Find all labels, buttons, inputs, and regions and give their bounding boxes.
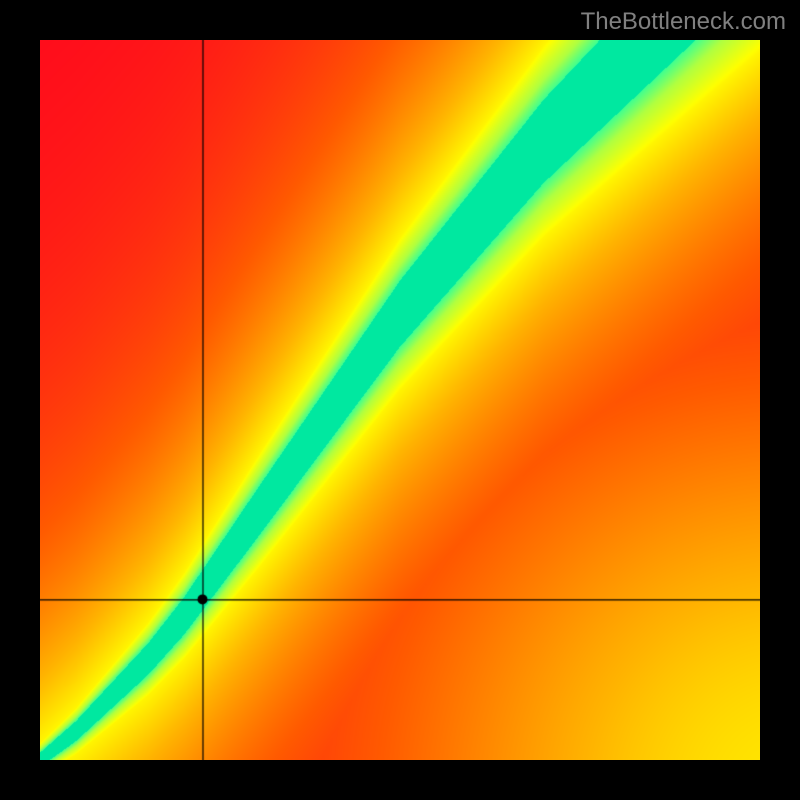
heatmap-canvas [40, 40, 760, 760]
heatmap-plot [40, 40, 760, 760]
watermark-text: TheBottleneck.com [581, 8, 786, 36]
